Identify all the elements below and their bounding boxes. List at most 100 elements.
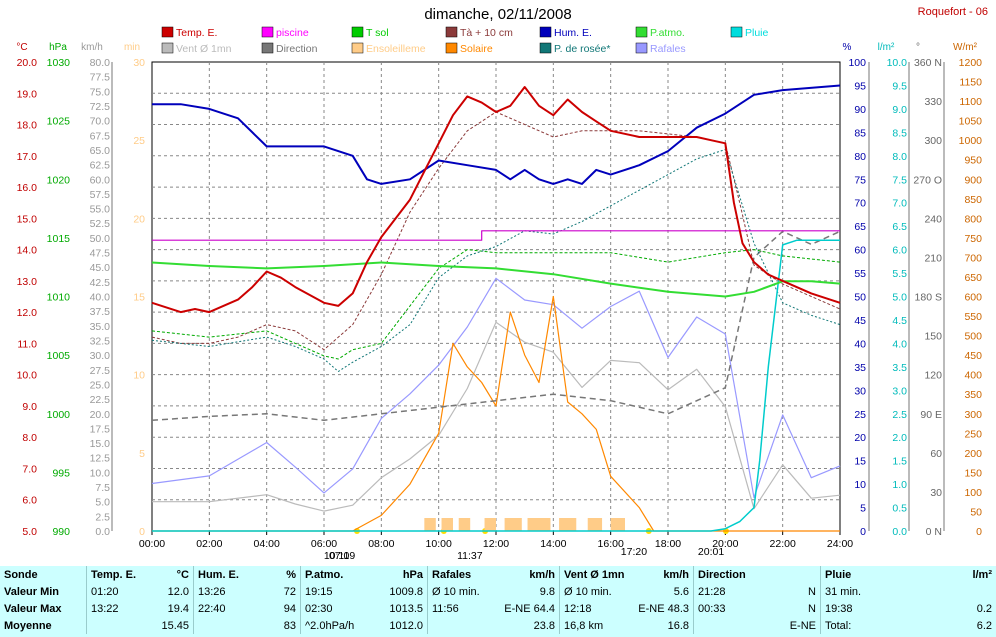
axis-tick-sun: 10: [133, 370, 145, 382]
axis-tick-rain: 9.5: [892, 80, 907, 92]
legend-label: Ensoleilleme: [366, 43, 426, 55]
time-marker-label: 20:01: [698, 546, 724, 558]
stats-cell: E-NE 48.3: [638, 602, 689, 615]
axis-tick-solar: 650: [964, 272, 982, 284]
axis-tick-press: 1025: [47, 116, 71, 128]
axis-tick-solar: 900: [964, 174, 982, 186]
axis-tick-rain: 6.0: [892, 245, 907, 257]
series-line-t-sol: [151, 249, 841, 360]
axis-tick-wind: 10.0: [90, 467, 111, 479]
x-tick-label: 10:00: [426, 538, 452, 550]
stats-panel: Sonde Temp. E. °C Hum. E. % P.atmo. hPa …: [0, 566, 996, 637]
stats-cell: 5.6: [673, 585, 689, 598]
stats-cell: [86, 617, 145, 634]
axis-tick-hum: 70: [854, 198, 866, 210]
stats-row-label: Moyenne: [4, 619, 52, 632]
axis-tick-wind: 5.0: [95, 497, 110, 509]
axis-tick-wind: 40.0: [90, 292, 111, 304]
axis-tick-wind: 80.0: [90, 57, 111, 69]
legend-swatch: [635, 26, 648, 38]
stats-header-temp: Temp. E.: [86, 566, 145, 583]
x-tick-label: 14:00: [540, 538, 566, 550]
axis-tick-temp: 15.0: [17, 213, 38, 225]
legend-swatch: [539, 26, 552, 38]
axis-tick-wind: 12.5: [90, 453, 111, 465]
axis-tick-solar: 350: [964, 389, 982, 401]
x-tick-label: 12:00: [483, 538, 509, 550]
axis-tick-temp: 18.0: [17, 120, 38, 132]
axis-tick-press: 995: [52, 467, 70, 479]
axis-unit-rain: l/m²: [878, 42, 895, 53]
axis-tick-solar: 1200: [959, 57, 983, 69]
axis-tick-hum: 50: [854, 292, 866, 304]
axis-tick-hum: 80: [854, 151, 866, 163]
axis-tick-rain: 8.5: [892, 127, 907, 139]
axis-tick-wind: 62.5: [90, 160, 111, 172]
x-tick-label: 06:00: [311, 538, 337, 550]
legend-label: P.atmo.: [650, 27, 685, 39]
stats-cell: Total:: [820, 617, 889, 634]
axis-tick-press: 1020: [47, 174, 71, 186]
stats-cell: N: [808, 602, 816, 615]
series-line-hum-e: [152, 84, 841, 185]
axis-tick-solar: 300: [964, 409, 982, 421]
stats-cell: 16.8: [667, 619, 689, 632]
axis-tick-temp: 14.0: [17, 245, 38, 257]
axis-tick-wind: 52.5: [90, 218, 111, 230]
legend-label: P. de rosée*: [554, 43, 610, 55]
x-tick-label: 24:00: [827, 538, 853, 550]
axis-tick-press: 1000: [47, 409, 71, 421]
legend-swatch: [635, 42, 648, 54]
axis-tick-hum: 0: [860, 526, 866, 538]
legend-label: Vent Ø 1mn: [176, 43, 232, 55]
axis-tick-rain: 8.0: [892, 151, 907, 163]
axis-tick-wind: 45.0: [90, 262, 111, 274]
axis-tick-temp: 17.0: [17, 151, 38, 163]
sunshine-bar: [504, 518, 522, 531]
axis-tick-wind: 42.5: [90, 277, 111, 289]
axis-tick-temp: 11.0: [17, 338, 37, 350]
axis-tick-wind: 75.0: [90, 86, 111, 98]
axis-tick-dir: 300: [924, 135, 942, 147]
stats-cell: 00:33: [693, 600, 762, 617]
axis-tick-dir: 60: [930, 448, 942, 460]
time-marker-label: 17:20: [621, 546, 647, 558]
x-tick-label: 04:00: [254, 538, 280, 550]
legend-label: Tà + 10 cm: [460, 27, 513, 39]
axis-tick-hum: 5: [860, 503, 866, 515]
axis-tick-solar: 150: [964, 467, 982, 479]
axis-tick-temp: 7.0: [22, 463, 37, 475]
sunshine-bar: [484, 518, 496, 531]
sunshine-bar: [458, 518, 471, 531]
stats-header-temp-unit: °C: [176, 568, 189, 581]
axis-tick-dir: 30: [930, 487, 942, 499]
sunshine-bar: [610, 518, 625, 531]
axis-tick-rain: 4.0: [892, 338, 907, 350]
time-marker-label: 11:37: [457, 550, 483, 562]
axis-tick-rain: 10.0: [887, 57, 908, 69]
legend-label: Solaire: [460, 43, 493, 55]
stats-cell: 1013.5: [389, 602, 423, 615]
axis-tick-wind: 65.0: [90, 145, 111, 157]
series-line-rafales: [151, 277, 841, 499]
axis-tick-temp: 5.0: [22, 526, 37, 538]
axis-tick-solar: 450: [964, 350, 982, 362]
axis-tick-dir: 90 E: [920, 409, 942, 421]
legend-swatch: [261, 26, 274, 38]
axis-unit-press: hPa: [49, 42, 67, 53]
axis-tick-solar: 750: [964, 233, 982, 245]
stats-cell: 16,8 km: [559, 617, 630, 634]
x-tick-label: 22:00: [770, 538, 796, 550]
legend-swatch: [730, 26, 743, 38]
axis-tick-wind: 15.0: [90, 438, 111, 450]
x-tick-label: 20:00: [712, 538, 738, 550]
axis-tick-wind: 32.5: [90, 335, 111, 347]
series-line-direction: [151, 230, 841, 422]
axis-tick-solar: 400: [964, 370, 982, 382]
stats-cell: 13:26: [193, 583, 252, 600]
legend-swatch: [351, 42, 364, 54]
stats-row-min: Valeur Min 01:20 12.0 13:26 72 19:15 100…: [0, 583, 996, 600]
axis-tick-solar: 850: [964, 194, 982, 206]
weather-chart: °C 20.0 19.0 18.0 17.0 16.0 15.0 14.0 13.0 12.0 11…: [16, 26, 983, 562]
legend-label: Direction: [276, 43, 318, 55]
